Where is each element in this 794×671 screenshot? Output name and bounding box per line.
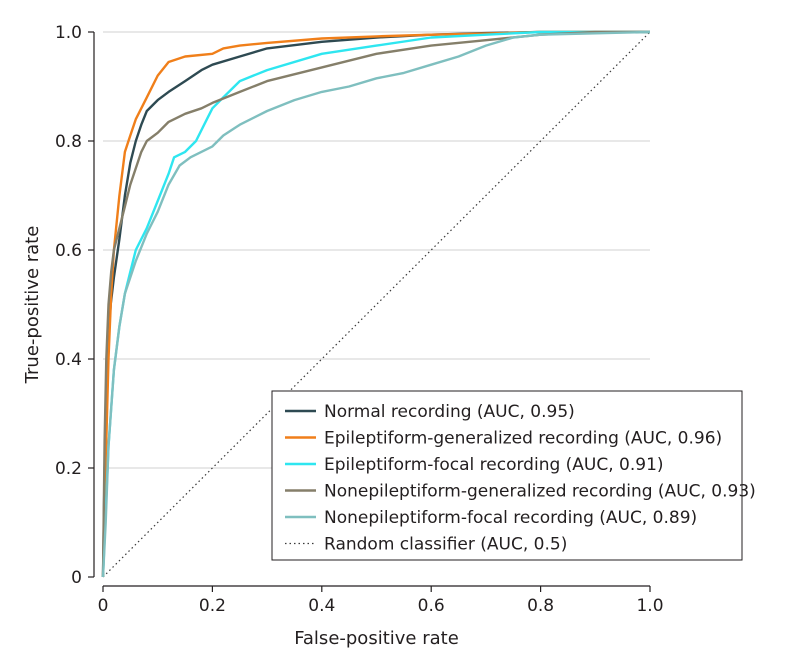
y-tick-label-5: 1.0 [55,23,82,43]
y-tick-label-1: 0.2 [55,459,82,479]
x-axis-title: False-positive rate [294,628,459,649]
legend-label-2: Epileptiform-focal recording (AUC, 0.91) [324,455,664,475]
y-tick-label-4: 0.8 [55,132,82,152]
y-axis-title: True-positive rate [22,226,43,385]
x-tick-label-5: 1.0 [636,596,663,616]
x-tick-label-4: 0.8 [527,596,554,616]
axes [88,31,651,592]
x-tick-label-2: 0.4 [308,596,335,616]
legend-label-4: Nonepileptiform-focal recording (AUC, 0.… [324,508,697,528]
legend-label-3: Nonepileptiform-generalized recording (A… [324,482,756,502]
y-tick-label-2: 0.4 [55,350,82,370]
x-tick-label-0: 0 [98,596,109,616]
series-lines [101,30,651,578]
legend-label-5: Random classifier (AUC, 0.5) [324,535,567,555]
legend-label-0: Normal recording (AUC, 0.95) [324,402,575,422]
legend-box [271,390,743,561]
series-line-1 [101,30,650,578]
legend-label-1: Epileptiform-generalized recording (AUC,… [324,429,722,449]
x-tick-label-1: 0.2 [199,596,226,616]
tick-labels: 0 0.2 0.4 0.6 0.8 1.0 0 0.2 0.4 0.6 0.8 1.0 [55,23,664,616]
legend: Normal recording (AUC, 0.95) Epileptiform… [271,390,756,561]
y-tick-label-0: 0 [71,568,82,588]
y-tick-label-3: 0.6 [55,241,82,261]
x-tick-label-3: 0.6 [418,596,445,616]
series-line-4 [101,30,651,578]
series-line-3 [101,30,650,578]
